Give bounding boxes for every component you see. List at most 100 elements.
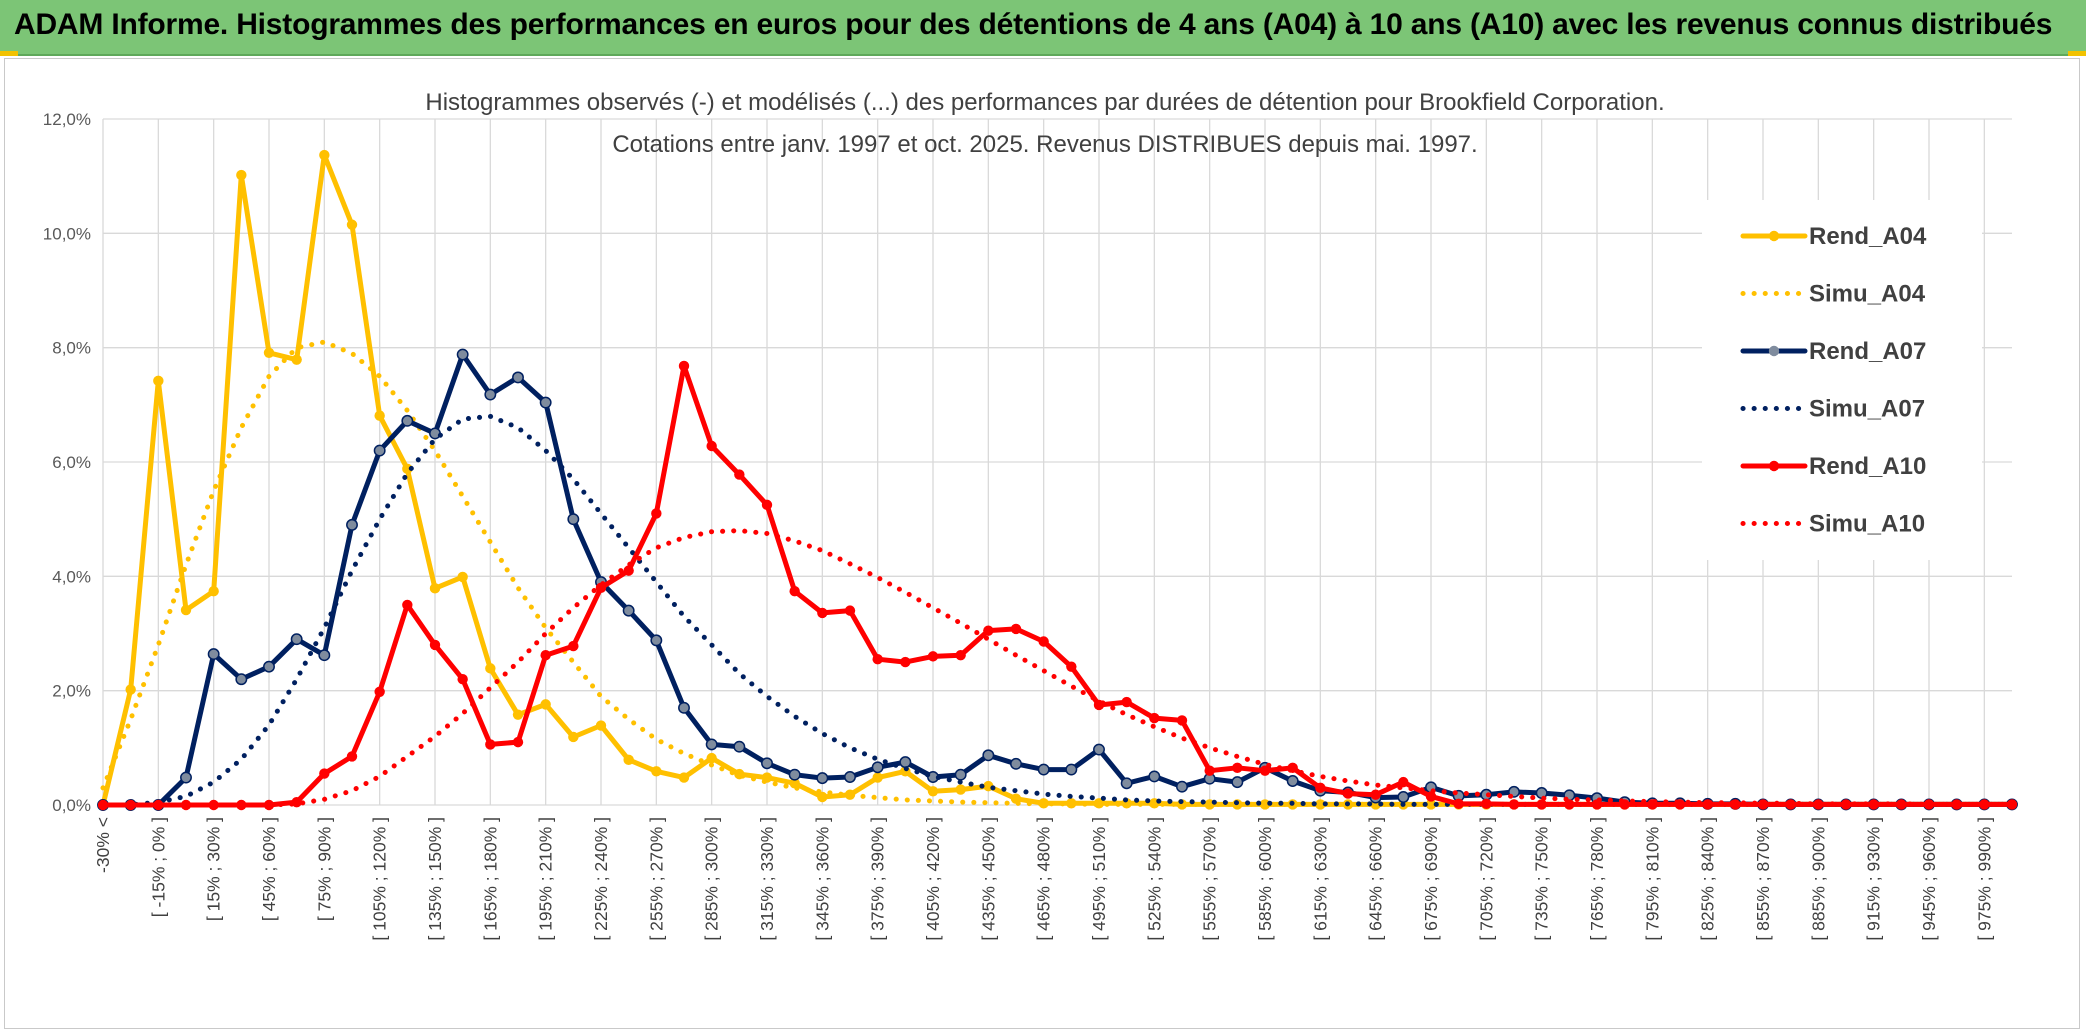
x-tick-label: [ 615% ; 630% ] <box>1310 817 1330 941</box>
data-point <box>402 599 413 611</box>
data-point <box>568 731 579 743</box>
data-point <box>1481 798 1492 810</box>
data-point <box>678 360 690 372</box>
x-tick-label: [ 675% ; 690% ] <box>1421 817 1441 941</box>
data-point <box>1148 770 1161 783</box>
data-point <box>180 771 192 784</box>
data-point <box>512 736 524 748</box>
data-point <box>1065 763 1078 776</box>
data-point <box>1564 799 1575 810</box>
data-point <box>457 674 468 685</box>
data-point <box>429 639 441 651</box>
data-point <box>1204 765 1215 776</box>
corner-mark-top-right <box>2068 51 2086 56</box>
data-point <box>1979 799 1990 810</box>
data-point <box>125 799 136 811</box>
data-point <box>871 761 884 774</box>
data-point <box>761 757 773 770</box>
legend-label-rend_a07: Rend_A07 <box>1809 338 1926 365</box>
x-tick-label: [ 75% ; 90% ] <box>314 817 334 921</box>
x-tick-label: [ 315% ; 330% ] <box>757 817 777 941</box>
legend: Rend_A04 Simu_A04 Rend_A07 Simu_A07 Rend_A10… <box>1740 223 1927 538</box>
x-tick-label: [ 375% ; 390% ] <box>868 817 888 941</box>
data-point <box>319 149 330 161</box>
y-tick-label: 4,0% <box>52 567 91 586</box>
data-point <box>1038 636 1049 647</box>
x-tick-label: [ 885% ; 900% ] <box>1808 817 1828 941</box>
y-tick-label: 8,0% <box>52 339 91 358</box>
data-point <box>318 649 331 662</box>
x-tick-label: -30% < <box>93 817 113 873</box>
data-point <box>788 768 801 781</box>
data-point <box>955 650 966 661</box>
legend-marker <box>1768 460 1780 472</box>
x-axis-ticks: -30% < [ -15% ; 0% ] [ 15% ; 30% ] [ 45% ; … <box>93 817 1994 941</box>
data-point <box>1120 777 1133 790</box>
data-point <box>374 686 385 698</box>
data-point <box>1453 798 1464 810</box>
data-point <box>1176 780 1188 793</box>
chart-frame <box>4 58 2080 1029</box>
data-point <box>1397 791 1410 803</box>
data-point <box>816 772 829 785</box>
data-point <box>457 571 468 583</box>
data-point <box>346 751 358 762</box>
data-point <box>927 786 939 797</box>
x-tick-label: [ 765% ; 780% ] <box>1587 817 1607 941</box>
data-point <box>485 739 496 750</box>
data-point <box>568 640 579 652</box>
y-axis-ticks: 0,0% 2,0% 4,0% 6,0% 8,0% 10,0% 12,0% <box>43 110 91 815</box>
data-point <box>456 348 469 361</box>
data-point <box>236 799 247 811</box>
data-point <box>844 605 856 616</box>
data-point <box>236 169 247 181</box>
data-point <box>1149 712 1160 724</box>
x-tick-label: [ 165% ; 180% ] <box>480 817 500 941</box>
x-tick-label: [ 255% ; 270% ] <box>646 817 666 941</box>
data-point <box>207 648 220 661</box>
data-point <box>872 654 883 665</box>
data-point <box>153 375 164 387</box>
data-point <box>983 625 994 636</box>
x-tick-label: [ 855% ; 870% ] <box>1753 817 1773 941</box>
data-point <box>373 444 386 457</box>
data-point <box>512 709 524 720</box>
series-line-rend_a10 <box>100 363 2015 808</box>
y-tick-label: 10,0% <box>43 224 91 243</box>
data-point <box>1259 765 1271 776</box>
data-point <box>595 720 607 731</box>
data-point <box>1315 782 1326 794</box>
data-point <box>1231 776 1244 789</box>
data-point <box>1398 776 1409 788</box>
data-point <box>539 396 552 409</box>
data-point <box>706 752 717 764</box>
data-point <box>899 756 912 769</box>
x-tick-label: [ 495% ; 510% ] <box>1089 817 1109 941</box>
x-tick-label: [ 435% ; 450% ] <box>978 817 998 941</box>
y-tick-label: 2,0% <box>52 682 91 701</box>
data-point <box>1176 715 1188 726</box>
legend-background <box>1702 200 1982 560</box>
data-point <box>290 633 303 646</box>
x-tick-label: [ 915% ; 930% ] <box>1864 817 1884 941</box>
data-point <box>1010 757 1022 770</box>
data-point <box>1286 775 1299 787</box>
y-tick-label: 12,0% <box>43 110 91 129</box>
data-point <box>208 585 219 597</box>
data-point <box>650 634 663 647</box>
data-point <box>512 371 524 384</box>
x-tick-label: [ 135% ; 150% ] <box>425 817 445 941</box>
data-point <box>263 347 275 359</box>
data-point <box>1121 696 1132 708</box>
data-point <box>817 607 828 619</box>
data-point <box>844 771 856 783</box>
x-tick-label: [ 345% ; 360% ] <box>812 817 832 941</box>
x-tick-label: [ 465% ; 480% ] <box>1034 817 1054 941</box>
data-point <box>180 604 192 616</box>
data-point <box>429 583 441 594</box>
x-tick-label: [ 645% ; 660% ] <box>1366 817 1386 941</box>
legend-label-rend_a10: Rend_A10 <box>1809 453 1926 480</box>
data-point <box>235 673 248 686</box>
data-point <box>1010 623 1022 635</box>
